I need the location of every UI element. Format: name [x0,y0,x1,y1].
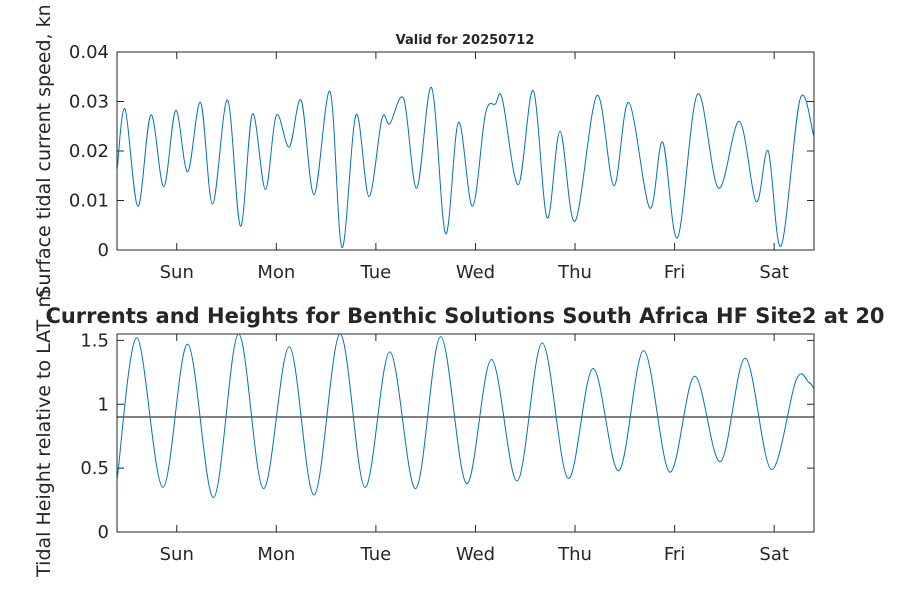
speed-y-axis-label: Surface tidal current speed, kn [33,4,55,297]
valid-date-label: Valid for 20250712 [396,33,535,48]
speed-x-tick-label: Mon [257,262,295,283]
speed-x-tick-label: Sat [759,262,789,283]
height-x-tick-label: Sun [160,544,194,565]
height-x-tick-label: Thu [557,544,592,565]
speed-y-ticks: 0 0.01 0.02 0.03 0.04 [69,42,814,261]
speed-y-tick-label: 0 [98,240,109,261]
speed-y-tick-label: 0.04 [69,42,109,63]
height-x-ticks: Sun Mon Tue Wed Thu Fri Sat [160,334,789,565]
speed-y-tick-label: 0.03 [69,92,109,113]
height-x-tick-label: Mon [257,544,295,565]
height-y-tick-label: 0.5 [80,458,109,479]
speed-x-tick-label: Thu [557,262,592,283]
height-panel: 0 0.5 1 1.5 Sun Mon Tue Wed Thu Fri Sat Tidal Hei… [33,289,815,578]
height-x-tick-label: Tue [360,544,392,565]
height-y-ticks: 0 0.5 1 1.5 [80,330,814,543]
speed-x-tick-label: Sun [160,262,194,283]
height-y-tick-label: 1 [98,394,109,415]
speed-x-ticks: Sun Mon Tue Wed Thu Fri Sat [160,52,789,283]
speed-axes-box [116,51,815,251]
height-series-line [116,333,815,499]
speed-y-tick-label: 0.01 [69,191,109,212]
height-x-tick-label: Fri [664,544,685,565]
height-x-tick-label: Wed [456,544,495,565]
speed-y-tick-label: 0.02 [69,141,109,162]
speed-x-tick-label: Tue [360,262,392,283]
speed-series-line [116,87,815,249]
height-x-tick-label: Sat [759,544,789,565]
height-y-tick-label: 1.5 [80,330,109,351]
speed-x-tick-label: Fri [664,262,685,283]
figure-title: Currents and Heights for Benthic Solutio… [45,304,884,328]
height-y-axis-label: Tidal Height relative to LAT, m [33,289,55,578]
height-axes-box [116,333,815,533]
speed-panel: Valid for 20250712 0 0.01 0.02 0.03 0.04 Sun… [33,4,815,298]
height-y-tick-label: 0 [98,522,109,543]
speed-x-tick-label: Wed [456,262,495,283]
